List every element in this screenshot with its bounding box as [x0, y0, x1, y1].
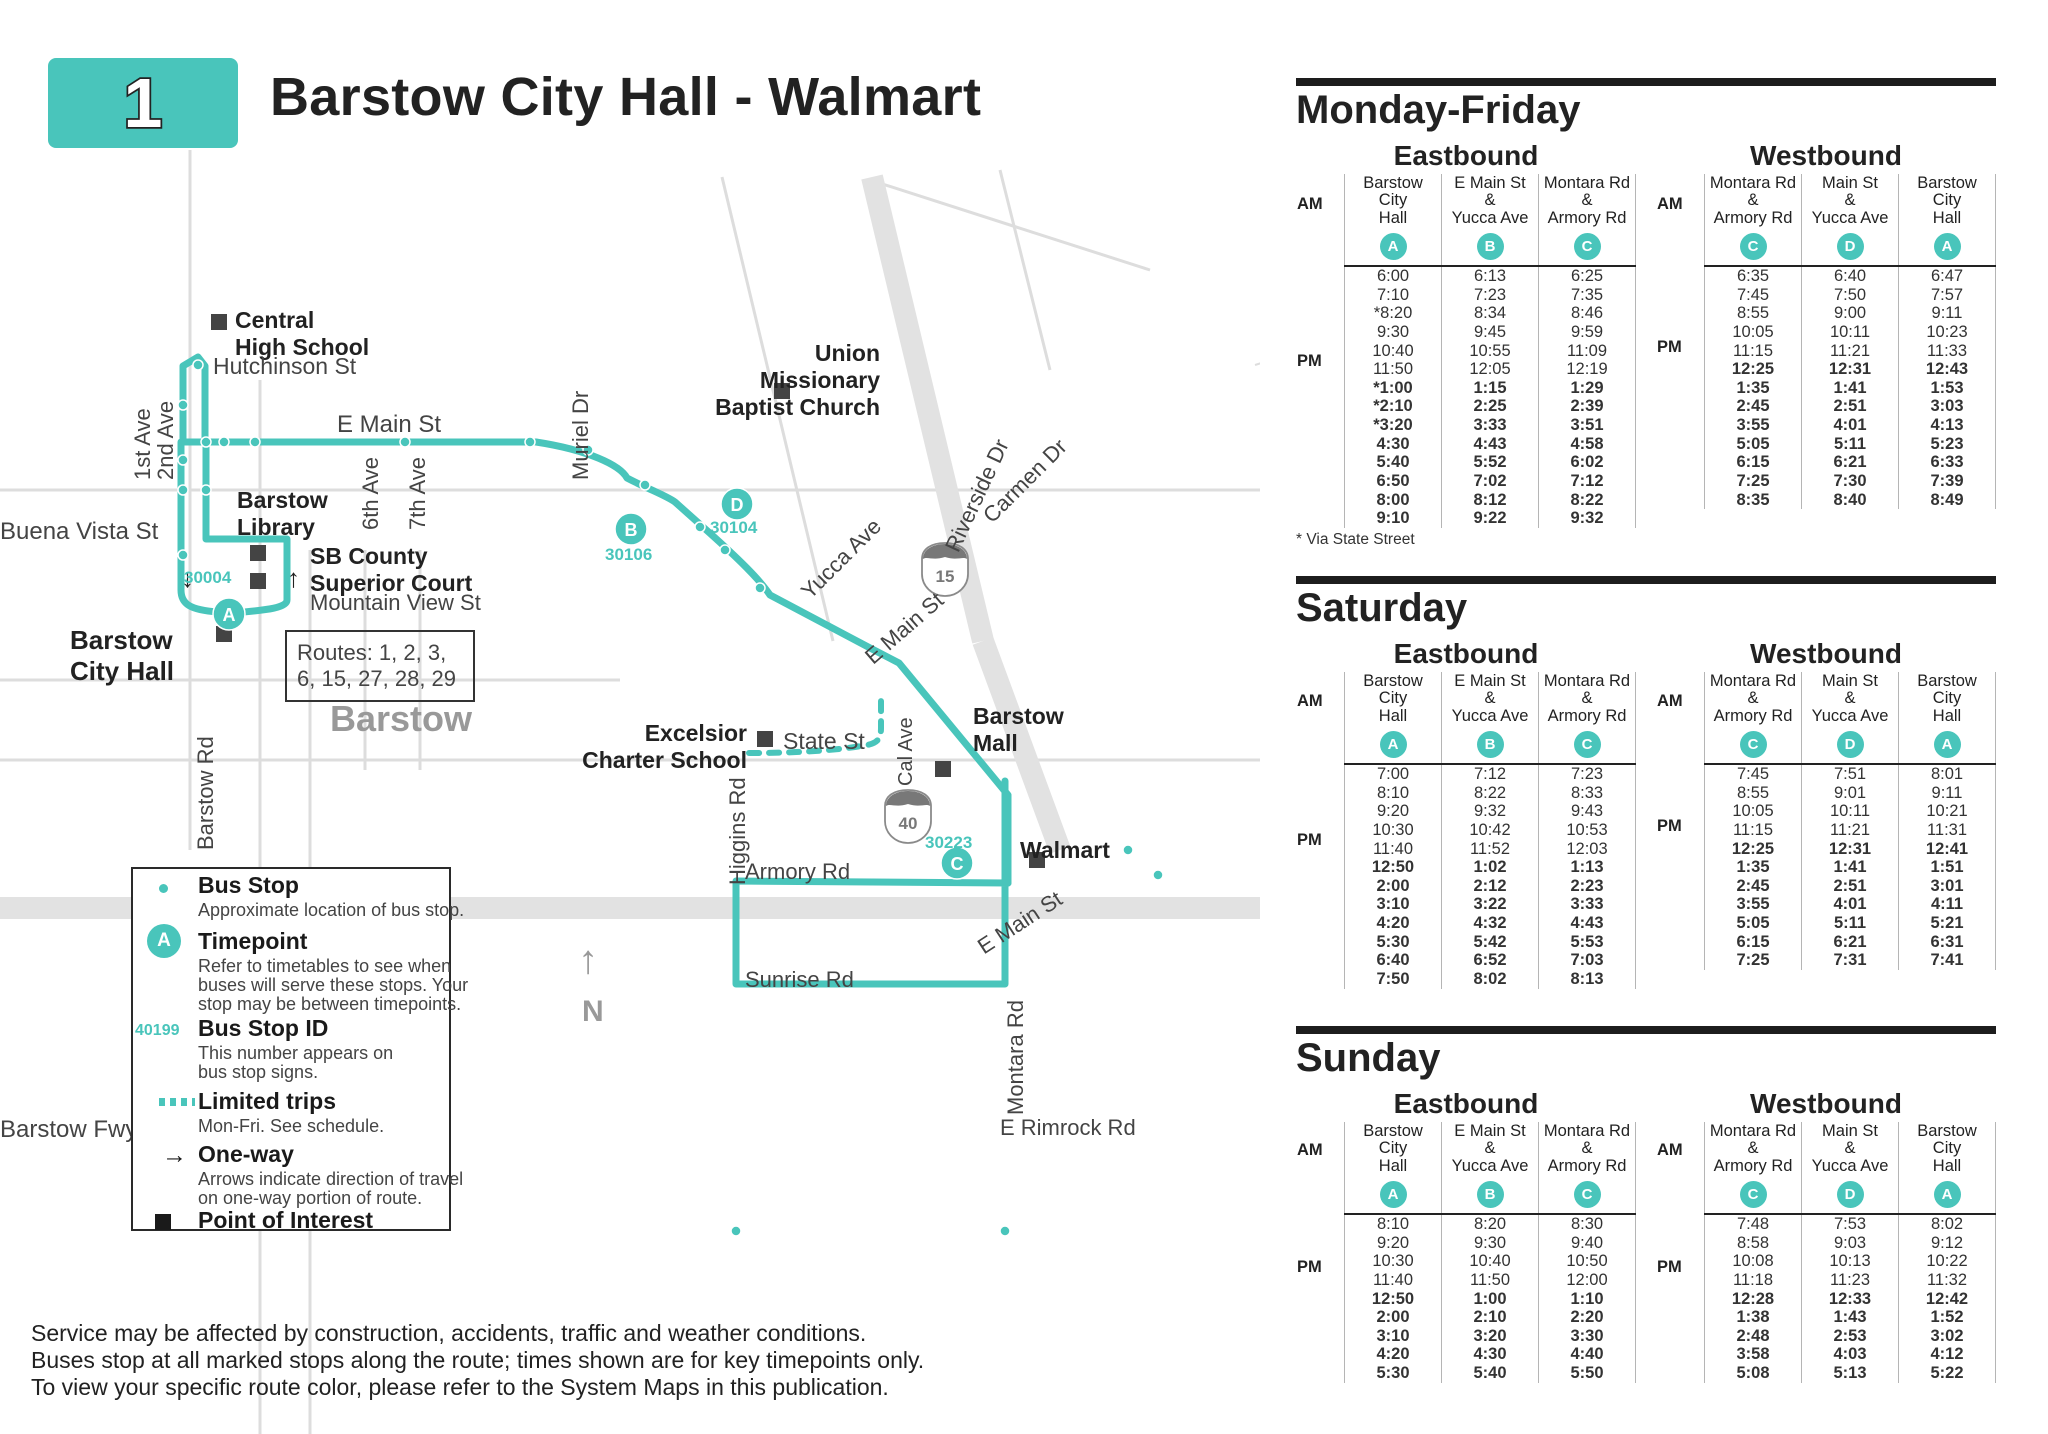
svg-text:C: C — [951, 854, 964, 874]
svg-text:A: A — [223, 605, 236, 625]
svg-text:40: 40 — [899, 814, 918, 833]
svg-text:D: D — [731, 495, 744, 515]
svg-text:15: 15 — [936, 567, 955, 586]
svg-text:B: B — [625, 520, 638, 540]
